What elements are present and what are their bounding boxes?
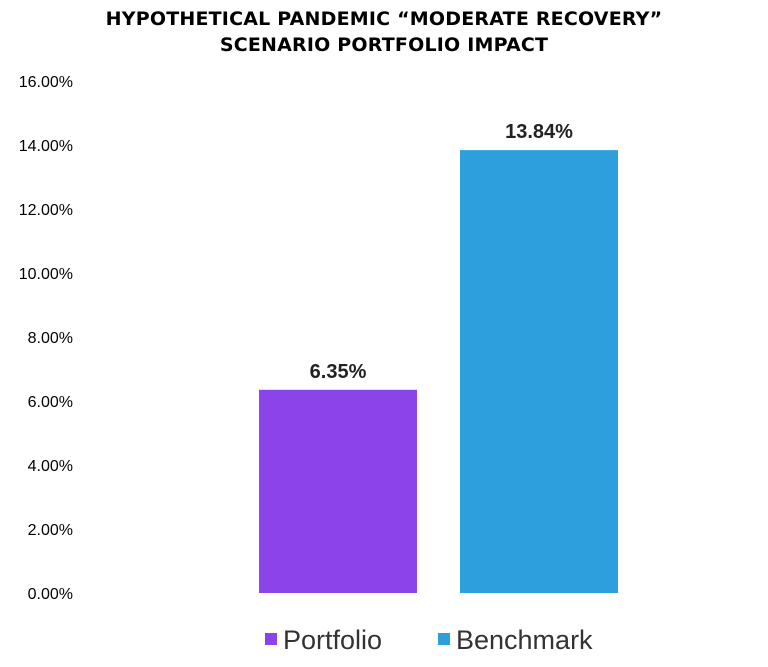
bar-benchmark <box>460 150 618 593</box>
y-tick-label: 2.00% <box>28 522 73 539</box>
y-tick-label: 10.00% <box>19 266 73 283</box>
y-tick-label: 12.00% <box>19 202 73 219</box>
data-label-portfolio: 6.35% <box>310 361 367 383</box>
y-tick-label: 4.00% <box>28 458 73 475</box>
legend: Portfolio Benchmark <box>265 625 593 655</box>
y-tick-label: 6.00% <box>28 394 73 411</box>
legend-swatch-portfolio <box>265 633 277 645</box>
bar-portfolio <box>259 389 417 593</box>
legend-swatch-benchmark <box>438 633 450 645</box>
bars-group <box>259 150 618 593</box>
legend-label-portfolio: Portfolio <box>283 625 382 655</box>
y-tick-label: 8.00% <box>28 330 73 347</box>
y-axis: 0.00% 2.00% 4.00% 6.00% 8.00% 10.00% 12.00% 14.… <box>19 74 73 603</box>
data-label-benchmark: 13.84% <box>505 121 573 143</box>
legend-label-benchmark: Benchmark <box>456 625 593 655</box>
y-tick-label: 0.00% <box>28 586 73 603</box>
y-tick-label: 16.00% <box>19 74 73 91</box>
data-labels-group: 6.35% 13.84% <box>310 121 573 383</box>
y-tick-label: 14.00% <box>19 138 73 155</box>
chart-title-line-2: SCENARIO PORTFOLIO IMPACT <box>219 34 549 56</box>
chart-title-line-1: HYPOTHETICAL PANDEMIC “MODERATE RECOVERY… <box>105 8 663 30</box>
